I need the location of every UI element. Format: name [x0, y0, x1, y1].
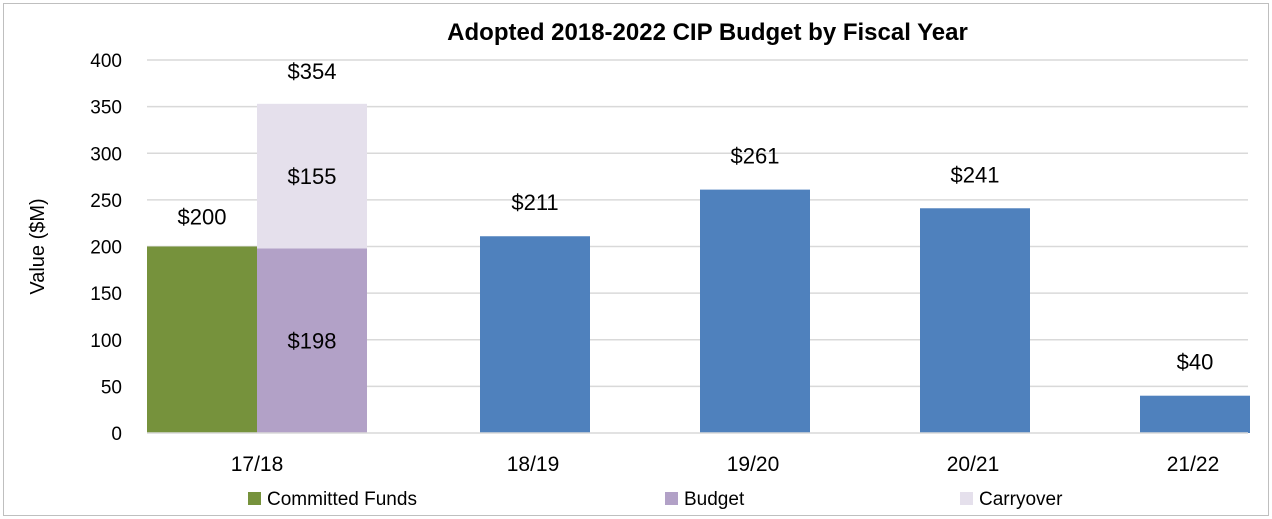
y-tick-label: 300 [90, 144, 122, 165]
stack-total-label: $354 [288, 59, 337, 84]
bar [700, 189, 810, 433]
x-tick-label: 21/22 [1167, 453, 1220, 476]
x-tick-label: 20/21 [947, 453, 1000, 476]
legend-label: Budget [684, 489, 745, 510]
legend-swatch [960, 492, 973, 505]
y-tick-label: 350 [90, 98, 122, 119]
y-tick-label: 200 [90, 238, 122, 259]
data-label: $211 [511, 190, 558, 215]
x-tick-label: 19/20 [727, 453, 780, 476]
bar [480, 236, 590, 433]
data-label: $40 [1177, 350, 1214, 375]
y-tick-label: 0 [111, 424, 122, 445]
bar [920, 208, 1030, 433]
legend-label: Committed Funds [267, 489, 417, 510]
y-tick-label: 150 [90, 284, 122, 305]
legend-swatch [665, 492, 678, 505]
data-label: $241 [951, 162, 1000, 187]
y-tick-label: 250 [90, 191, 122, 212]
bar-carryover [257, 103, 367, 249]
x-tick-label: 18/19 [507, 453, 560, 476]
y-axis-label: Value ($M) [27, 198, 49, 294]
data-label: $261 [731, 144, 780, 169]
y-tick-label: 50 [101, 377, 122, 398]
data-label: $200 [178, 205, 227, 230]
bar-committed-funds [147, 246, 257, 433]
data-label: $198 [288, 329, 337, 354]
chart-title: Adopted 2018-2022 CIP Budget by Fiscal Y… [447, 19, 968, 46]
y-tick-label: 400 [90, 51, 122, 72]
data-label: $155 [288, 164, 337, 189]
x-tick-label: 17/18 [231, 453, 284, 476]
bar-budget [257, 248, 367, 433]
y-tick-label: 100 [90, 331, 122, 352]
bar [1140, 395, 1250, 433]
legend-label: Carryover [979, 489, 1063, 510]
legend-swatch [248, 492, 261, 505]
